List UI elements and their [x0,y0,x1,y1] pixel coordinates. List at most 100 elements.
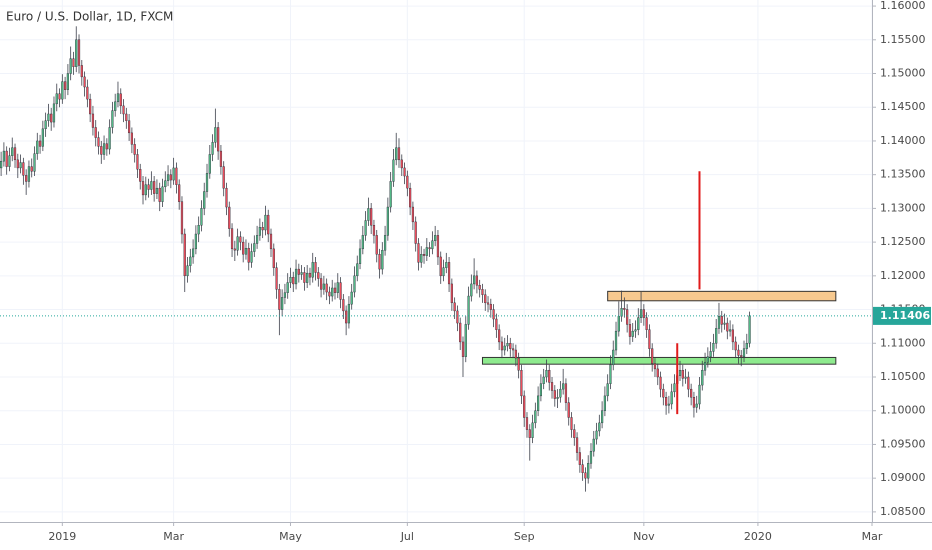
candle-body [244,247,248,255]
candle-body [395,147,398,161]
candle-body [5,150,8,167]
candle-body [281,297,284,310]
candle-body [523,395,526,418]
candle-body [559,388,562,398]
candle-body [748,315,751,344]
candle-body [520,370,523,397]
candle-body [698,384,701,405]
candle-body [66,73,69,90]
candle-body [514,349,517,359]
x-tick-label: 2019 [48,530,76,543]
candle-body [567,402,570,418]
candle-body [242,241,245,255]
candle-body [319,278,323,290]
candle-body [659,376,662,390]
candle-body [414,221,417,244]
candle-body [726,322,729,332]
candle-body [434,235,437,241]
candle-body [392,159,395,182]
candle-body [155,187,159,194]
candle-body [108,127,111,150]
candle-body [183,233,186,277]
candle-body [601,410,604,424]
candle-body [153,181,156,194]
candle-body [509,343,512,349]
candle-body [77,39,81,66]
candle-body [139,169,142,182]
x-tick-label: Mar [862,530,883,543]
marks [0,26,872,492]
candle-body [681,370,684,379]
candle-body [417,243,420,263]
x-tick-label: Mar [163,530,184,543]
candle-body [102,143,106,155]
candle-body [706,356,709,363]
candle-body [383,235,387,251]
y-tick-label: 1.12000 [880,269,926,282]
candle-body [734,341,737,351]
candle-body [239,236,242,243]
candle-body [573,429,576,438]
candle-body [692,397,696,408]
candle-body [292,276,295,285]
candle-body [191,248,195,258]
candle-body [550,382,554,391]
candle-body [667,403,670,406]
candle-body [626,309,629,325]
candle-body [570,417,573,430]
candle-body [247,247,250,263]
price-zone [481,356,837,365]
candle-body [542,376,545,384]
candle-body [47,113,50,121]
candle-body [203,191,206,209]
candle-body [52,103,56,123]
candle-body [717,316,721,329]
candle-body [141,181,145,196]
candle-body [628,324,632,337]
candle-body [22,162,25,176]
candle-body [91,113,95,128]
candle-body [709,351,712,357]
candle-body [222,166,225,189]
candle-body [58,93,61,100]
candle-body [631,330,634,337]
candle-body [50,113,53,123]
candle-body [255,235,259,244]
candle-body [614,330,618,351]
candle-body [364,220,367,236]
candle-body [61,81,64,100]
candle-body [161,186,164,202]
candle-body [673,383,676,393]
y-tick-label: 1.10500 [880,370,926,383]
candle-body [261,227,264,231]
candle-body [564,383,568,403]
candle-body [422,254,426,256]
candle-body [80,65,83,78]
candle-body [0,160,3,169]
candle-body [461,341,465,357]
candle-body [598,422,601,432]
candle-body [164,180,167,188]
candle-body [539,383,543,397]
candle-body [545,370,548,378]
candle-body [534,410,537,424]
y-tick-label: 1.11000 [880,336,926,349]
candle-body [342,299,345,312]
candle-body [397,147,401,161]
candle-body [33,153,36,172]
y-tick-label: 1.12500 [880,235,926,248]
y-tick-label: 1.13000 [880,201,926,214]
candle-body [217,127,220,152]
candle-body [645,317,648,330]
candle-body [130,132,133,145]
candle-body [548,370,551,383]
candle-body [19,162,22,169]
candle-body [328,291,331,297]
candle-body [453,302,456,312]
candle-body [511,348,515,351]
candle-body [172,167,175,181]
candle-body [200,208,203,226]
candle-body [731,329,734,343]
chart-title: Euro / U.S. Dollar, 1D, FXCM [6,10,173,24]
